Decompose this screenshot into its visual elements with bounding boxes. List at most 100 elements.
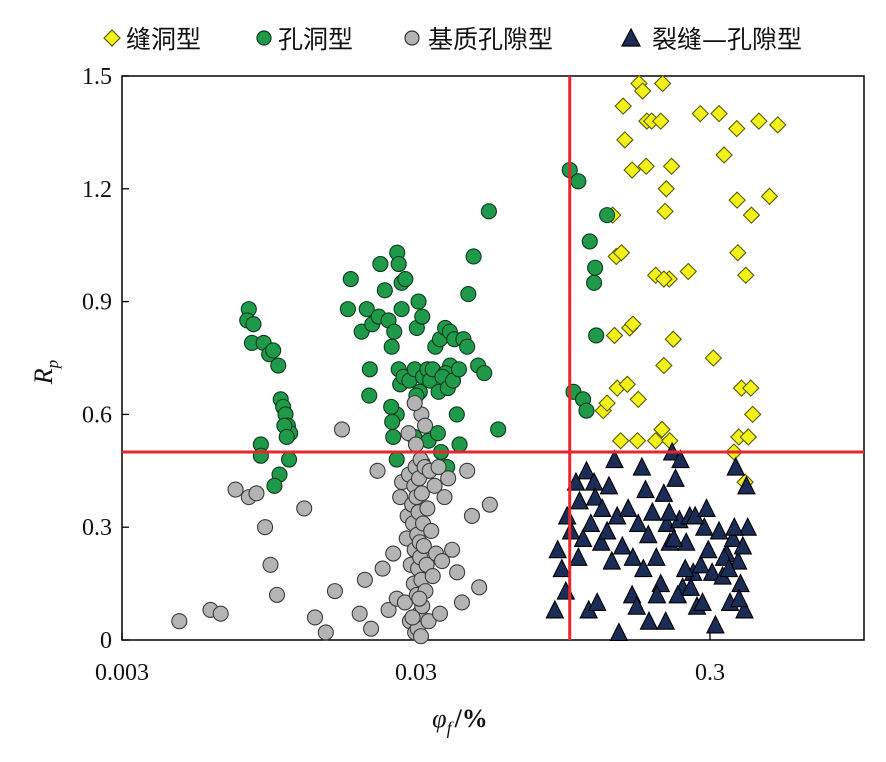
point-vug [465,248,482,265]
point-vug [490,421,507,438]
point-fracture-cave [743,405,762,424]
point-matrix-pore [363,620,380,637]
point-fracture-cave [611,431,630,450]
point-matrix-pore [420,613,437,630]
point-fracture-pore [737,475,756,495]
point-matrix-pore [423,522,440,540]
point-fracture-pore [694,516,714,536]
point-vug [480,203,497,220]
point-fracture-cave [598,394,616,412]
x-tick-label: 0.03 [395,660,437,686]
point-fracture-cave [664,330,683,348]
point-fracture-pore [723,528,743,548]
point-vug [570,173,587,190]
point-vug [361,361,378,378]
point-fracture-cave [628,431,647,450]
y-axis-title-main: R [29,368,58,385]
point-matrix-pore [413,485,430,502]
point-fracture-cave [657,180,676,198]
point-fracture-pore [632,456,652,476]
point-fracture-pore [681,577,701,596]
point-matrix-pore [369,462,386,479]
point-fracture-pore [738,516,758,536]
point-fracture-pore [735,599,754,619]
series-vug [239,161,616,494]
point-fracture-pore [587,592,607,611]
point-fracture-cave [691,104,710,123]
point-fracture-pore [570,490,589,510]
point-fracture-cave [679,262,698,281]
point-fracture-cave [616,131,634,149]
point-fracture-pore [577,460,596,480]
point-fracture-cave [605,326,624,345]
point-matrix-pore [419,500,436,517]
point-fracture-pore [724,516,744,536]
point-matrix-pore [430,458,447,476]
point-fracture-pore [597,520,617,540]
point-vug [393,301,410,318]
point-fracture-cave [742,206,761,224]
point-matrix-pore [326,583,343,600]
point-matrix-pore [449,564,466,581]
x-axis-title: φf/% [432,704,488,738]
point-fracture-cave [768,116,787,134]
point-fracture-cave [653,74,672,93]
point-matrix-pore [248,485,265,502]
point-fracture-pore [726,456,746,476]
point-fracture-pore [691,554,711,574]
x-tick-label: 0.3 [695,660,725,686]
point-vug [361,387,378,404]
point-fracture-cave [728,191,746,209]
point-vug [270,357,287,374]
point-fracture-pore [557,505,577,525]
point-matrix-pore [268,586,286,603]
point-vug [578,402,595,419]
point-vug [397,270,414,288]
point-fracture-pore [585,486,605,506]
point-vug [358,301,375,318]
point-matrix-pore [431,605,449,622]
point-fracture-cave [729,243,747,262]
point-matrix-pore [171,613,188,630]
point-matrix-pore [296,500,313,517]
point-vug [376,282,393,299]
point-vug [386,323,403,340]
point-matrix-pore [400,425,417,442]
point-matrix-pore [416,417,434,434]
legend-item-fracture-pore: 裂缝—孔隙型 [621,25,802,54]
point-fracture-cave [715,146,733,164]
point-vug [339,301,356,318]
point-matrix-pore [463,507,481,524]
point-fracture-pore [552,558,572,578]
point-fracture-cave [704,349,723,367]
series-matrix-pore [171,395,498,645]
point-matrix-pore [440,470,457,487]
point-fracture-cave [760,187,779,206]
point-fracture-pore [659,501,679,521]
point-fracture-cave [624,315,642,333]
point-fracture-pore [545,599,565,619]
point-matrix-pore [411,590,428,607]
point-fracture-cave [612,243,631,262]
point-vug [429,425,446,442]
point-fracture-pore [664,528,684,548]
legend-item-vug: 孔洞型 [256,25,353,54]
point-fracture-pore [654,483,674,502]
point-matrix-pore [212,605,229,622]
point-vug [414,308,431,325]
point-vug [383,338,400,355]
point-fracture-pore [646,547,666,566]
point-vug [384,413,401,430]
point-fracture-cave [646,431,665,450]
y-tick-label: 0 [100,628,112,654]
y-axis-title-sub: p [43,360,62,370]
point-fracture-cave [655,270,673,288]
series-fracture-pore [545,441,758,642]
legend-marker-matrix-pore [404,30,420,46]
point-fracture-pore [605,449,624,469]
tick-labels: 0 0.3 0.6 0.9 1.2 1.5 0.003 0.03 0.3 [82,64,725,686]
point-matrix-pore [374,560,391,577]
point-fracture-pore [693,592,712,611]
point-fracture-pore [729,588,749,608]
point-fracture-pore [581,513,601,532]
